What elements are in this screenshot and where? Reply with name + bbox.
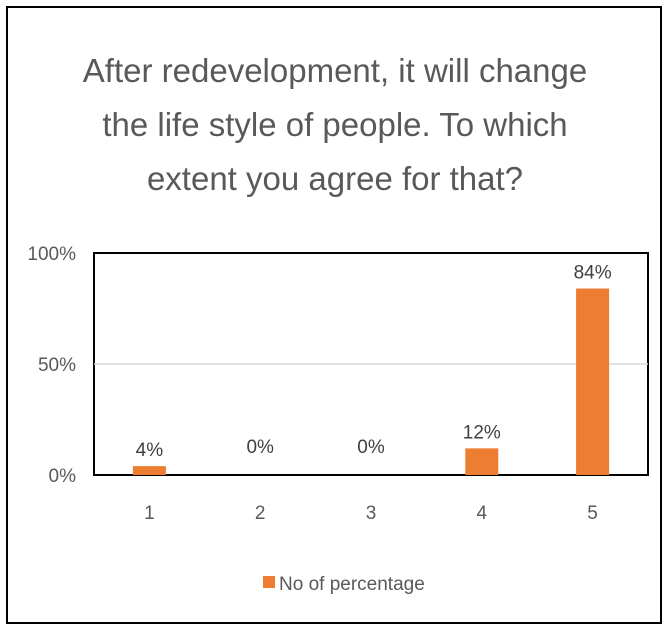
bar xyxy=(132,466,166,475)
x-tick-label: 3 xyxy=(366,503,377,524)
data-label: 4% xyxy=(136,440,164,461)
legend-label: No of percentage xyxy=(279,574,425,595)
x-tick-label: 5 xyxy=(587,503,598,524)
data-label: 12% xyxy=(463,422,501,443)
chart-title: After redevelopment, it will change the … xyxy=(82,52,588,197)
bar xyxy=(576,288,610,475)
x-tick-label: 2 xyxy=(255,503,266,524)
data-label: 0% xyxy=(357,437,385,458)
x-tick-label: 4 xyxy=(477,503,488,524)
legend-swatch xyxy=(263,576,275,588)
x-tick-label: 1 xyxy=(144,503,155,524)
chart-frame xyxy=(6,6,662,624)
y-tick-label: 50% xyxy=(38,355,76,376)
data-label: 84% xyxy=(574,263,612,284)
y-tick-label: 100% xyxy=(27,244,76,265)
data-label: 0% xyxy=(246,437,274,458)
bar xyxy=(465,448,499,475)
y-tick-label: 0% xyxy=(49,466,77,487)
